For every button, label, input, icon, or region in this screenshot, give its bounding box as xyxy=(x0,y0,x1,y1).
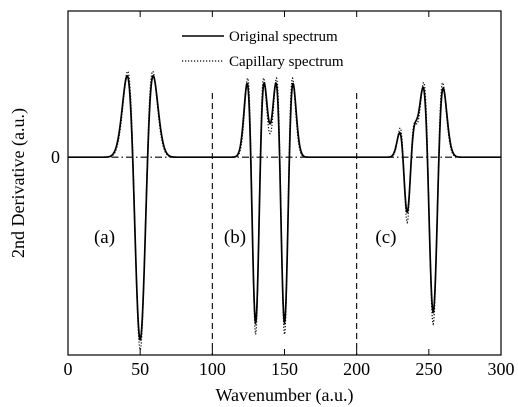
x-tick-label-100: 100 xyxy=(199,359,226,379)
series-layer xyxy=(68,70,501,352)
axis-ticks: 0 50 100 150 200 250 300 0 xyxy=(51,11,515,379)
x-tick-label-50: 50 xyxy=(131,359,149,379)
panel-labels: (a) (b) (c) xyxy=(94,227,397,248)
series-line-original xyxy=(68,74,501,342)
panel-label-a: (a) xyxy=(94,227,115,248)
series-line-capillary xyxy=(68,70,501,352)
x-axis-title: Wavenumber (a.u.) xyxy=(216,385,354,406)
x-tick-label-150: 150 xyxy=(271,359,298,379)
x-tick-label-250: 250 xyxy=(415,359,442,379)
x-tick-label-0: 0 xyxy=(64,359,73,379)
panel-label-c: (c) xyxy=(375,227,396,248)
y-axis-title: 2nd Derivative (a.u.) xyxy=(8,108,29,258)
reference-lines xyxy=(68,93,501,355)
y-tick-label-0: 0 xyxy=(51,147,60,167)
x-tick-label-200: 200 xyxy=(343,359,370,379)
x-tick-label-300: 300 xyxy=(488,359,515,379)
legend-label-original: Original spectrum xyxy=(229,29,338,45)
legend-label-capillary: Capillary spectrum xyxy=(229,54,344,70)
legend: Original spectrum Capillary spectrum xyxy=(182,29,344,70)
panel-label-b: (b) xyxy=(224,227,246,248)
